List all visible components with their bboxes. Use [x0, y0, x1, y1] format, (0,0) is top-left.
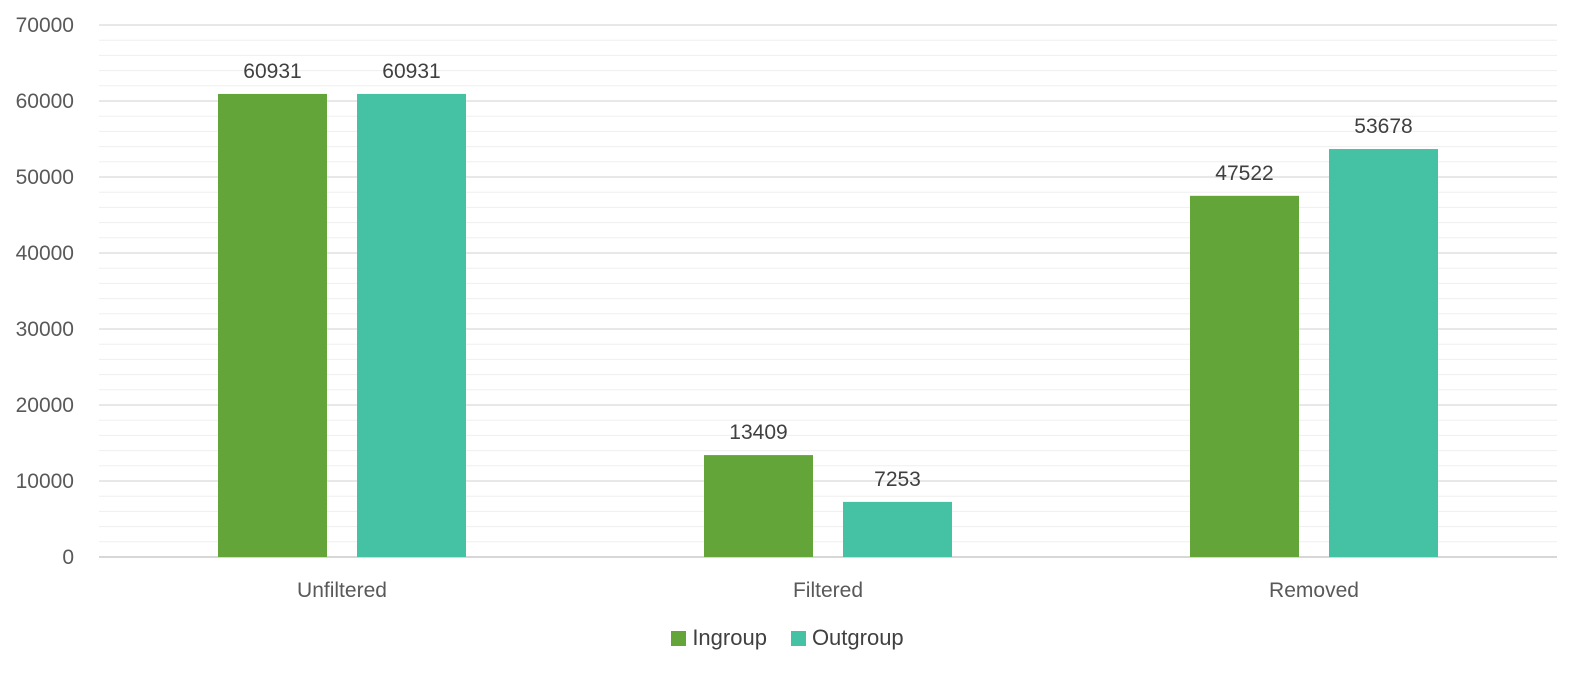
y-tick-label: 30000 [16, 318, 74, 341]
gridlines [99, 24, 1557, 558]
y-tick-label: 0 [62, 546, 74, 569]
bar-outgroup-removed [1329, 149, 1438, 558]
y-tick-label: 50000 [16, 166, 74, 189]
data-labels: 60931 60931 13409 7253 47522 53678 [243, 60, 1412, 491]
legend-item-outgroup: Outgroup [790, 625, 904, 651]
legend-label-ingroup: Ingroup [692, 625, 767, 650]
bar-chart: 0 10000 20000 30000 40000 50000 60000 70000 609… [16, 14, 1557, 602]
y-tick-label: 40000 [16, 242, 74, 265]
y-tick-label: 10000 [16, 470, 74, 493]
y-tick-label: 60000 [16, 90, 74, 113]
data-label: 13409 [729, 421, 787, 444]
data-label: 53678 [1354, 115, 1412, 138]
bars [218, 93, 1438, 558]
legend-swatch-outgroup [790, 630, 806, 646]
x-category-label: Unfiltered [297, 579, 387, 602]
legend-swatch-ingroup [671, 630, 687, 646]
bar-ingroup-filtered [704, 455, 813, 557]
legend: Ingroup Outgroup [0, 625, 1575, 651]
legend-item-ingroup: Ingroup [671, 625, 767, 651]
data-label: 60931 [243, 60, 301, 83]
data-label: 47522 [1215, 162, 1273, 185]
y-tick-label: 70000 [16, 14, 74, 37]
bar-outgroup-unfiltered [357, 93, 466, 557]
y-tick-label: 20000 [16, 394, 74, 417]
data-label: 7253 [874, 468, 921, 491]
bar-ingroup-unfiltered [218, 93, 327, 557]
bar-outgroup-filtered [843, 501, 952, 557]
y-axis: 0 10000 20000 30000 40000 50000 60000 70000 [16, 14, 74, 569]
x-category-label: Filtered [793, 579, 863, 602]
x-category-label: Removed [1269, 579, 1359, 602]
legend-label-outgroup: Outgroup [811, 625, 904, 650]
bar-ingroup-removed [1190, 195, 1299, 557]
x-axis: Unfiltered Filtered Removed [297, 579, 1359, 602]
data-label: 60931 [382, 60, 440, 83]
